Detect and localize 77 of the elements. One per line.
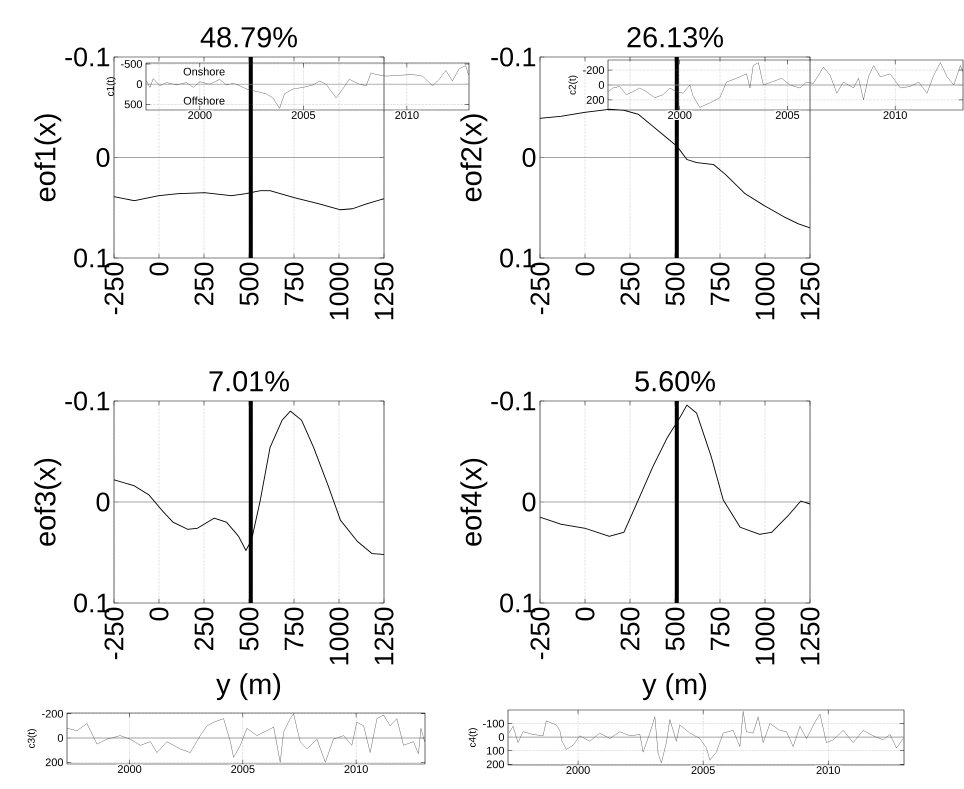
y-axis-title: eof4(x) xyxy=(460,458,488,546)
y-tick-label: 200 xyxy=(586,96,604,104)
y-tick-label: 500 xyxy=(124,100,142,108)
x-axis-title: y (m) xyxy=(216,673,280,700)
y-tick-label: -0.1 xyxy=(491,391,536,411)
x-tick-label: 2005 xyxy=(231,765,255,773)
x-tick-label: 2005 xyxy=(292,111,316,119)
y-tick-label: 0 xyxy=(136,80,142,88)
y-axis-title: c4(t) xyxy=(468,728,478,748)
y-axis-title: c1(t) xyxy=(106,77,116,96)
x-tick-label: 2010 xyxy=(395,111,419,119)
x-tick-label: 750 xyxy=(284,608,304,650)
x-tick-label: 0 xyxy=(149,262,169,276)
x-tick-label: 750 xyxy=(710,608,730,650)
x-tick-label: 1250 xyxy=(374,608,394,664)
x-tick-label: 500 xyxy=(665,262,685,306)
x-tick-label: 250 xyxy=(194,262,214,306)
x-tick-label: 1000 xyxy=(329,608,349,664)
x-tick-label: 0 xyxy=(575,608,595,620)
x-tick-label: 2000 xyxy=(566,766,590,774)
y-tick-label: 0 xyxy=(58,734,64,742)
x-tick-label: 250 xyxy=(620,608,640,650)
chart-title: 48.79% xyxy=(200,27,297,48)
chart-title: 26.13% xyxy=(627,27,723,48)
y-tick-label: -0.1 xyxy=(65,47,110,67)
x-axis-title: y (m) xyxy=(642,673,706,700)
x-tick-label: 2010 xyxy=(344,765,368,773)
y-tick-label: 0 xyxy=(96,148,110,168)
y-tick-label: 100 xyxy=(487,746,504,755)
y-tick-label: -200 xyxy=(42,710,64,718)
y-tick-label: -100 xyxy=(483,720,504,728)
annotation: Offshore xyxy=(184,96,225,105)
x-tick-label: 2000 xyxy=(668,111,692,119)
y-axis-title: c3(t) xyxy=(27,729,37,748)
x-tick-label: 750 xyxy=(710,262,730,306)
x-tick-label: 250 xyxy=(620,262,640,306)
line-series xyxy=(508,711,904,764)
y-tick-label: 0 xyxy=(522,148,536,168)
y-tick-label: -0.1 xyxy=(491,47,536,67)
y-tick-label: 200 xyxy=(46,758,64,766)
y-tick-label: 0 xyxy=(498,733,504,742)
x-tick-label: 1000 xyxy=(329,262,349,320)
y-tick-label: -200 xyxy=(583,66,604,74)
x-tick-label: 2005 xyxy=(691,766,715,774)
x-tick-label: 2010 xyxy=(816,766,840,774)
x-tick-label: 1000 xyxy=(755,608,775,664)
y-axis-title: c2(t) xyxy=(568,76,578,95)
y-axis-title: eof2(x) xyxy=(460,114,488,202)
annotation: Onshore xyxy=(184,67,225,76)
x-tick-label: 500 xyxy=(239,262,259,306)
x-tick-label: 1250 xyxy=(800,608,820,664)
x-tick-label: 2005 xyxy=(776,111,800,119)
x-tick-label: 2000 xyxy=(118,765,142,773)
y-tick-label: 0 xyxy=(522,492,536,512)
x-tick-label: 2010 xyxy=(884,111,907,119)
x-tick-label: 250 xyxy=(194,608,214,650)
line-series xyxy=(146,65,469,109)
x-tick-label: 750 xyxy=(284,262,304,306)
x-tick-label: 2000 xyxy=(188,111,212,119)
x-tick-label: 1250 xyxy=(800,262,820,320)
chart-title: 5.60% xyxy=(635,371,715,392)
x-tick-label: 1000 xyxy=(755,262,775,320)
line-series xyxy=(608,62,964,108)
x-tick-label: 500 xyxy=(239,608,259,650)
line-series xyxy=(67,714,425,762)
y-axis-title: eof1(x) xyxy=(34,114,62,202)
y-tick-label: -0.1 xyxy=(65,391,110,411)
y-tick-label: 200 xyxy=(486,760,504,768)
y-tick-label: 0 xyxy=(96,492,110,512)
y-tick-label: 0 xyxy=(598,81,604,89)
x-tick-label: 500 xyxy=(665,608,685,650)
y-tick-label: -500 xyxy=(121,60,142,68)
chart-title: 7.01% xyxy=(210,371,289,392)
y-axis-title: eof3(x) xyxy=(34,458,62,546)
x-tick-label: 1250 xyxy=(374,262,394,320)
x-tick-label: 0 xyxy=(575,262,595,276)
x-tick-label: 0 xyxy=(149,608,169,620)
